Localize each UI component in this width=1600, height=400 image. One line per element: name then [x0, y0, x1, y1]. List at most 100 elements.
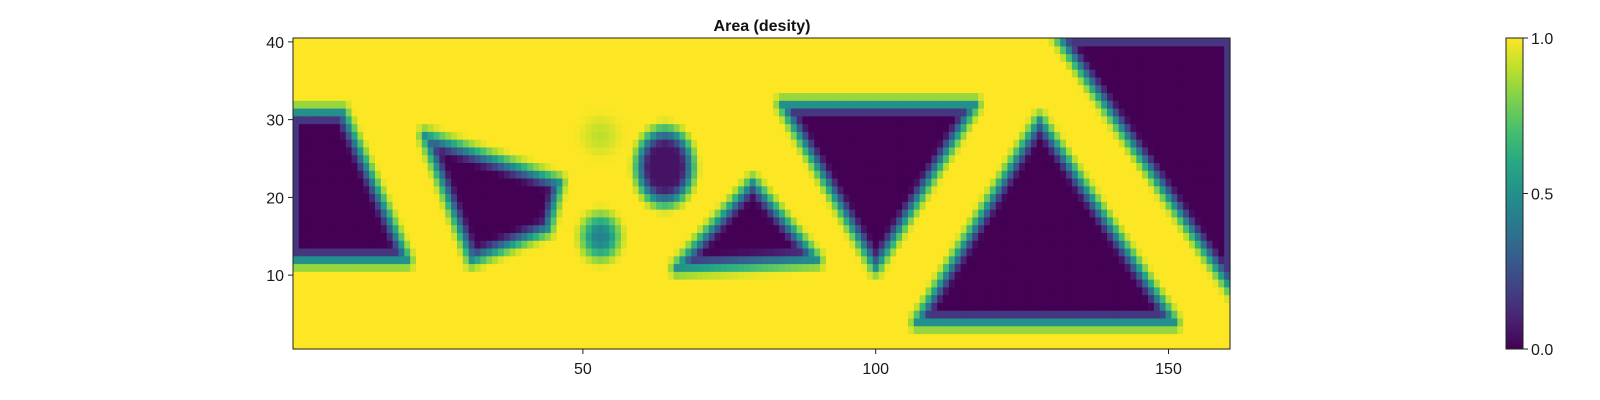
heatmap-cell: [1148, 170, 1155, 179]
heatmap-cell: [492, 286, 499, 296]
heatmap-cell: [1183, 216, 1190, 226]
heatmap-cell: [550, 185, 558, 195]
heatmap-cell: [861, 255, 868, 265]
heatmap-cell: [597, 341, 604, 350]
heatmap-cell: [761, 185, 768, 195]
heatmap-cell: [363, 193, 370, 202]
heatmap-cell: [755, 193, 763, 202]
heatmap-cell: [1224, 232, 1231, 241]
heatmap-cell: [474, 263, 481, 272]
heatmap-cell: [497, 131, 505, 140]
heatmap-cell: [1159, 123, 1167, 132]
heatmap-cell: [779, 146, 786, 156]
heatmap-cell: [386, 154, 394, 164]
heatmap-cell: [1048, 263, 1055, 272]
heatmap-cell: [1142, 123, 1149, 132]
heatmap-cell: [1083, 201, 1091, 210]
heatmap-cell: [1206, 255, 1214, 265]
heatmap-cell: [896, 255, 903, 265]
heatmap-cell: [808, 185, 815, 195]
heatmap-cell: [439, 317, 446, 327]
heatmap-cell: [1159, 162, 1167, 171]
heatmap-cell: [1048, 255, 1055, 265]
heatmap-cell: [796, 123, 804, 132]
heatmap-cell: [1142, 107, 1149, 117]
heatmap-cell: [433, 100, 441, 109]
heatmap-cell: [673, 279, 681, 288]
heatmap-cell: [415, 209, 423, 218]
heatmap-cell: [415, 263, 423, 272]
heatmap-cell: [755, 162, 763, 171]
heatmap-cell: [410, 255, 417, 265]
heatmap-cell: [644, 240, 651, 249]
heatmap-cell: [1159, 115, 1167, 125]
heatmap-cell: [773, 107, 780, 117]
heatmap-cell: [486, 224, 493, 233]
heatmap-cell: [872, 232, 880, 241]
heatmap-cell: [802, 232, 809, 241]
heatmap-cell: [1177, 139, 1184, 148]
heatmap-cell: [1077, 131, 1085, 140]
heatmap-cell: [310, 146, 318, 156]
heatmap-cell: [843, 317, 850, 327]
heatmap-cell: [1107, 216, 1114, 226]
heatmap-cell: [626, 177, 634, 187]
heatmap-cell: [825, 325, 833, 335]
heatmap-cell: [562, 255, 569, 265]
heatmap-cell: [872, 107, 880, 117]
heatmap-cell: [919, 177, 927, 187]
heatmap-cell: [626, 317, 634, 327]
heatmap-cell: [808, 302, 815, 311]
heatmap-cell: [398, 325, 405, 335]
heatmap-cell: [1048, 123, 1055, 132]
heatmap-cell: [451, 193, 458, 202]
heatmap-cell: [632, 310, 640, 319]
heatmap-cell: [726, 107, 733, 117]
heatmap-cell: [345, 193, 353, 202]
heatmap-cell: [1153, 146, 1161, 156]
heatmap-cell: [521, 317, 528, 327]
heatmap-cell: [410, 247, 417, 257]
heatmap-cell: [726, 302, 733, 311]
heatmap-cell: [328, 240, 335, 249]
heatmap-cell: [784, 131, 792, 140]
heatmap-cell: [1212, 240, 1219, 249]
heatmap-cell: [948, 240, 956, 249]
heatmap-cell: [480, 255, 487, 265]
heatmap-cell: [978, 201, 985, 210]
heatmap-cell: [937, 177, 944, 187]
heatmap-cell: [521, 341, 528, 350]
heatmap-cell: [445, 286, 452, 296]
heatmap-cell: [1042, 123, 1050, 132]
heatmap-cell: [1159, 294, 1167, 303]
heatmap-cell: [831, 341, 839, 350]
heatmap-cell: [755, 341, 763, 350]
heatmap-cell: [1200, 341, 1208, 350]
heatmap-cell: [1177, 263, 1184, 272]
heatmap-cell: [913, 185, 921, 195]
heatmap-cell: [896, 279, 903, 288]
heatmap-cell: [626, 115, 634, 125]
heatmap-cell: [1107, 310, 1114, 319]
heatmap-cell: [404, 193, 411, 202]
heatmap-cell: [1095, 294, 1102, 303]
heatmap-cell: [497, 255, 505, 265]
heatmap-cell: [837, 170, 845, 179]
heatmap-cell: [913, 286, 921, 296]
heatmap-cell: [433, 209, 441, 218]
heatmap-cell: [298, 279, 306, 288]
heatmap-cell: [866, 177, 874, 187]
heatmap-cell: [1101, 131, 1108, 140]
heatmap-cell: [697, 185, 704, 195]
heatmap-cell: [907, 294, 915, 303]
heatmap-cell: [328, 310, 335, 319]
heatmap-cell: [474, 232, 481, 241]
heatmap-cell: [556, 170, 563, 179]
heatmap-cell: [761, 302, 768, 311]
heatmap-cell: [480, 193, 487, 202]
heatmap-cell: [445, 247, 452, 257]
heatmap-cell: [1171, 286, 1178, 296]
heatmap-cell: [433, 286, 441, 296]
heatmap-cell: [1001, 279, 1009, 288]
heatmap-cell: [333, 333, 341, 342]
